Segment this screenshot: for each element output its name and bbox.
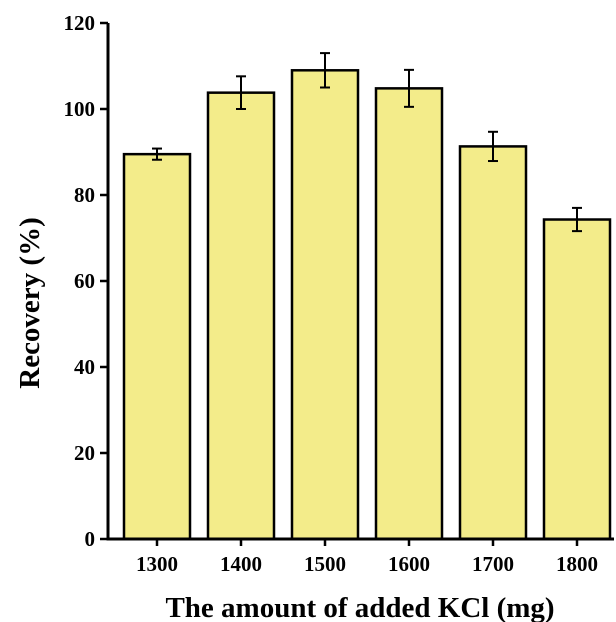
x-tick-label-1500: 1500 xyxy=(304,552,346,576)
bar-1300 xyxy=(122,152,192,541)
y-tick-label-20: 20 xyxy=(74,441,95,465)
y-axis-title: Recovery (%) xyxy=(14,217,46,389)
error-bar-1400 xyxy=(236,75,246,110)
x-axis-title: The amount of added KCl (mg) xyxy=(165,592,554,622)
error-bar-1500 xyxy=(320,52,330,89)
bar-1400 xyxy=(206,91,276,541)
error-bar-1700 xyxy=(488,130,498,163)
y-tick-label-80: 80 xyxy=(74,183,95,207)
y-tick-label-100: 100 xyxy=(64,97,96,121)
error-bar-1300 xyxy=(152,147,162,161)
error-bar-1600 xyxy=(404,68,414,108)
bar-1800 xyxy=(542,218,612,541)
x-tick-label-1700: 1700 xyxy=(472,552,514,576)
y-tick-label-60: 60 xyxy=(74,269,95,293)
y-tick-label-0: 0 xyxy=(85,527,96,551)
y-tick-label-40: 40 xyxy=(74,355,95,379)
bar-1700 xyxy=(458,145,528,541)
bars-group xyxy=(122,69,612,541)
error-bar-1800 xyxy=(572,206,582,233)
x-ticks-group: 1300 1400 1500 1600 1700 1800 xyxy=(136,539,598,576)
x-tick-label-1300: 1300 xyxy=(136,552,178,576)
y-tick-label-120: 120 xyxy=(64,11,96,35)
x-tick-label-1400: 1400 xyxy=(220,552,262,576)
error-bars-group xyxy=(152,52,582,233)
x-tick-label-1600: 1600 xyxy=(388,552,430,576)
y-ticks-group: 0 20 40 60 80 100 120 xyxy=(64,11,108,551)
x-tick-label-1800: 1800 xyxy=(556,552,598,576)
bar-1600 xyxy=(374,87,444,541)
bar-1500 xyxy=(290,69,360,541)
